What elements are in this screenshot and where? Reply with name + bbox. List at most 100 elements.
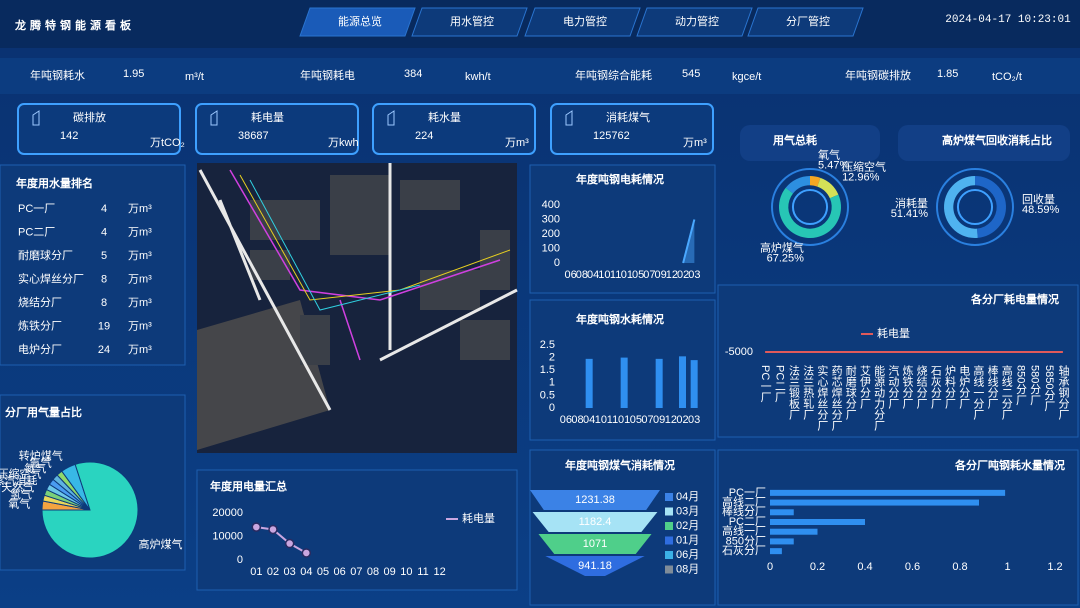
funnel-layer <box>530 490 660 510</box>
chart-title: 年度吨钢电耗情况 <box>576 172 664 186</box>
bar <box>679 356 686 408</box>
y-tick-label: 0 <box>554 257 560 269</box>
pie-label: 氧气 <box>8 496 30 510</box>
x-tick-label: 12 <box>665 414 677 426</box>
y-tick-label: -5000 <box>725 346 753 358</box>
x-tick-label: 烧结分厂 <box>915 365 928 409</box>
point <box>268 524 278 535</box>
x-tick-label: 1 <box>1004 561 1010 573</box>
rank-unit: 万m³ <box>128 203 152 215</box>
point <box>284 538 295 549</box>
chart-title: 年度吨钢水耗情况 <box>576 312 664 326</box>
bar <box>770 509 794 516</box>
funnel-value: 1231.38 <box>575 494 615 506</box>
kpi-value: 384 <box>404 68 422 80</box>
donut-slice <box>817 177 839 199</box>
legend-label: 04月 <box>676 491 699 503</box>
card <box>550 103 714 155</box>
y-tick-label: 200 <box>542 228 560 240</box>
funnel-value: 1182.4 <box>579 516 612 528</box>
legend-label: 耗电量 <box>877 327 910 340</box>
x-tick-label: 轴承钢分厂 <box>1057 364 1070 420</box>
kpi-unit: kgce/t <box>732 71 761 83</box>
nav-tab[interactable]: 分厂管控 <box>786 14 830 28</box>
y-tick-label: 20000 <box>212 507 243 519</box>
x-tick-label: 炉料分厂 <box>944 365 957 409</box>
x-tick-label: PC二厂 <box>773 365 786 402</box>
card-value: 142 <box>60 130 78 142</box>
x-tick-label: 09 <box>653 414 665 426</box>
x-tick-label: 08 <box>367 566 379 578</box>
chart-title: 用气总耗 <box>773 133 817 147</box>
rank-name: 炼铁分厂 <box>18 318 62 332</box>
card-icon <box>387 110 395 126</box>
y-tick-label: 石灰分厂 <box>722 543 766 557</box>
chart-title: 年度吨钢煤气消耗情况 <box>565 458 675 472</box>
x-tick-label: 5850分厂 <box>1043 365 1056 411</box>
x-tick-label: 高线一分厂 <box>972 364 985 420</box>
nav-tab-bg <box>747 7 864 37</box>
donut-slice <box>810 176 821 187</box>
rank-value: 8 <box>101 273 107 285</box>
rank-name: 耐磨球分厂 <box>18 248 73 262</box>
x-tick-label: 0.2 <box>810 561 825 573</box>
x-tick-label: 药芯焊丝分厂 <box>830 365 843 431</box>
x-tick-label: 高线二分厂 <box>1000 364 1013 420</box>
x-tick-label: 01 <box>250 566 262 578</box>
map <box>197 163 518 453</box>
y-tick-label: 100 <box>542 242 560 254</box>
x-tick-label: 1.2 <box>1047 561 1062 573</box>
card-label: 碳排放 <box>73 110 106 124</box>
bar <box>770 538 794 545</box>
x-tick-label: 09 <box>655 269 667 281</box>
line <box>256 526 307 554</box>
panel <box>717 284 1079 438</box>
donut-header <box>898 125 1070 161</box>
rank-name: PC二厂 <box>18 226 55 238</box>
nav-tab[interactable]: 用水管控 <box>450 14 494 28</box>
chart-title: 各分厂吨钢耗水量情况 <box>954 458 1065 472</box>
x-tick-label: 12 <box>434 566 446 578</box>
datetime: 2024-04-17 10:23:01 <box>945 14 1071 26</box>
donut-slice <box>975 176 1006 238</box>
nav-tab[interactable]: 电力管控 <box>563 14 607 28</box>
card-unit: 万tCO₂ <box>150 137 185 149</box>
rank-value: 24 <box>98 344 110 356</box>
legend-label: 01月 <box>676 534 699 546</box>
bar <box>770 499 979 506</box>
chart-title: 高炉煤气回收消耗占比 <box>942 133 1052 147</box>
x-tick-label: 0.6 <box>905 561 920 573</box>
x-tick-label: 03 <box>284 566 296 578</box>
x-tick-label: 05 <box>630 414 642 426</box>
kpi-unit: m³/t <box>185 71 204 83</box>
chart-title: 年度用电量汇总 <box>210 479 287 493</box>
nav-tab[interactable]: 能源总览 <box>338 14 382 28</box>
kpi-unit: kwh/t <box>465 71 491 83</box>
x-tick-label: 850分厂 <box>1014 365 1027 405</box>
x-tick-label: 12 <box>666 269 678 281</box>
card-label: 消耗煤气 <box>606 110 650 124</box>
donut-slice <box>943 176 978 238</box>
donut-label: 消耗量 <box>895 196 928 210</box>
bar <box>770 489 1006 496</box>
x-tick-label: 11 <box>610 269 621 281</box>
donut-value: 51.41% <box>891 208 929 220</box>
x-tick-label: 04 <box>583 414 595 426</box>
legend-swatch <box>665 536 673 545</box>
funnel-layer <box>545 556 645 576</box>
funnel-value: 941.18 <box>578 560 612 572</box>
nav-tab[interactable]: 动力管控 <box>675 14 719 28</box>
bar <box>585 358 593 408</box>
y-tick-label: 1.5 <box>540 364 555 376</box>
rank-value: 4 <box>101 226 107 238</box>
x-tick-label: 0 <box>767 561 773 573</box>
point <box>301 548 312 558</box>
card <box>17 103 181 155</box>
x-tick-label: 06 <box>334 566 346 578</box>
funnel-layer <box>538 534 652 554</box>
nav-tab-bg <box>299 7 416 37</box>
bar <box>655 358 663 408</box>
donut-ring <box>936 168 1014 246</box>
bar <box>770 548 782 555</box>
